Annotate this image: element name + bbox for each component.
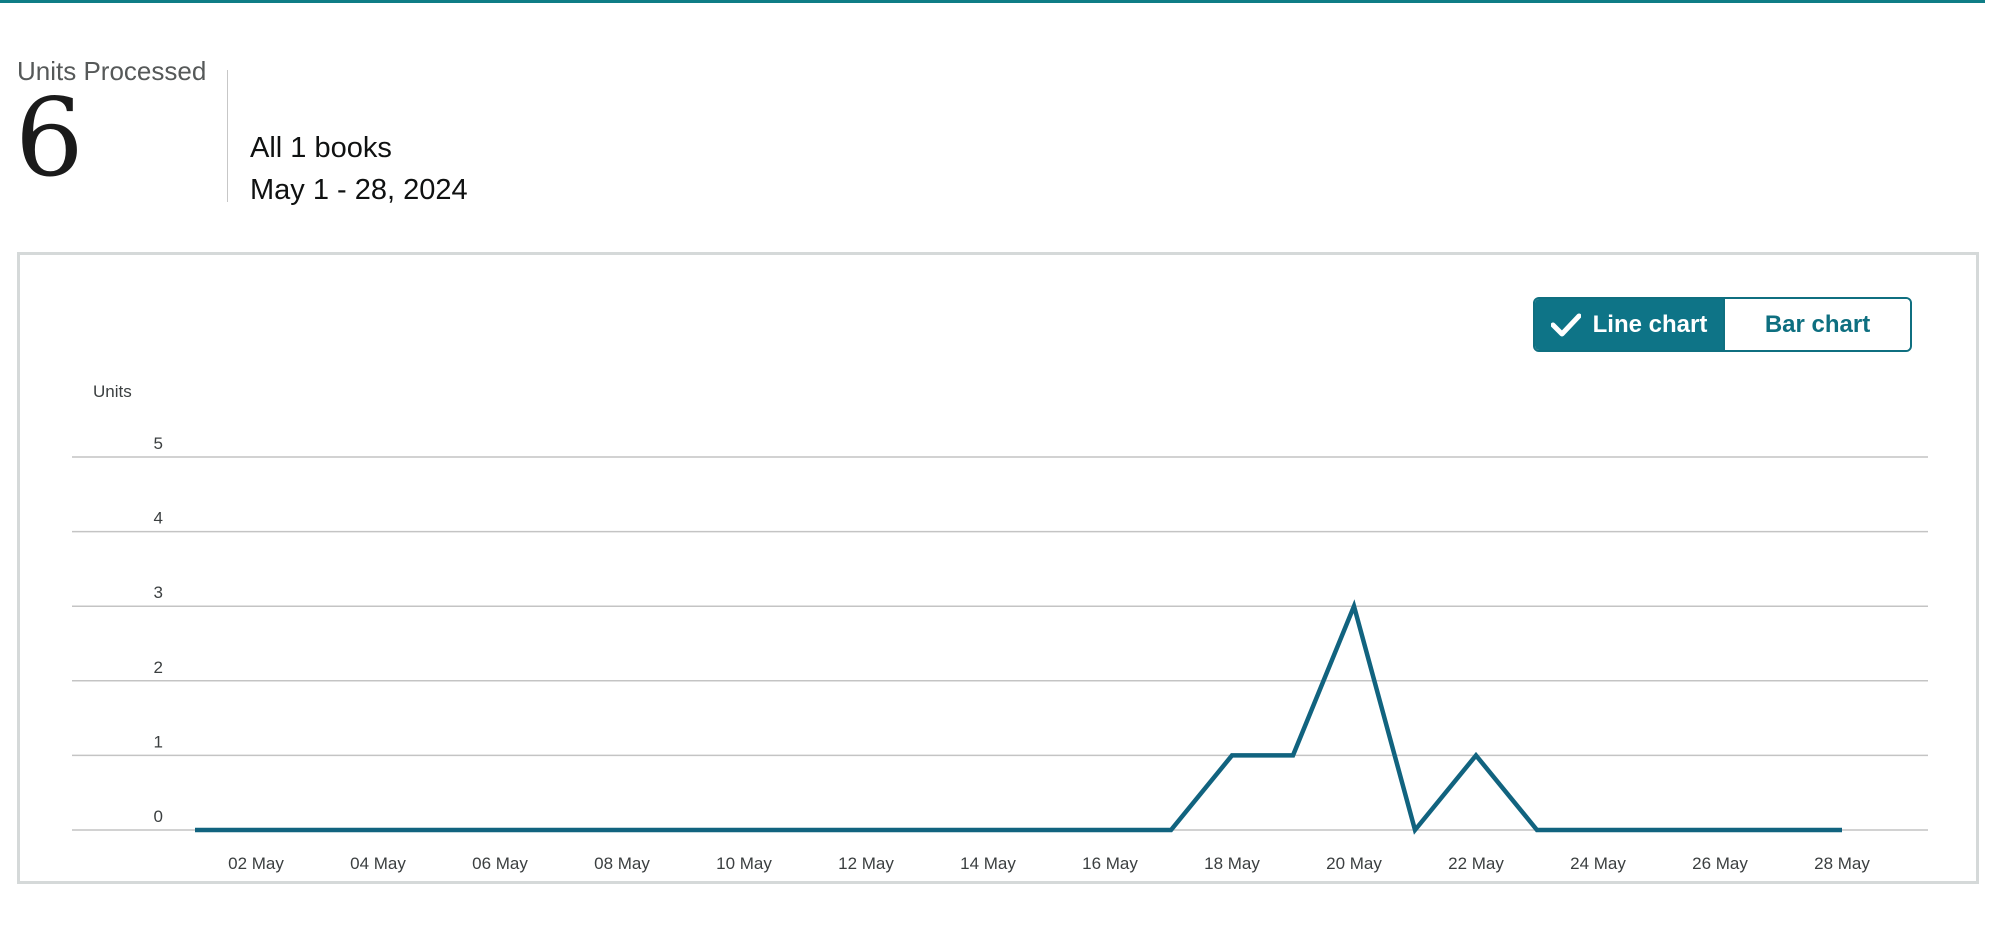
check-icon xyxy=(1550,313,1581,336)
summary-divider xyxy=(227,70,228,202)
top-accent-rule xyxy=(0,0,1985,3)
line-chart-button[interactable]: Line chart xyxy=(1535,299,1723,350)
chart-type-toggle: Line chart Bar chart xyxy=(1533,297,1912,352)
scope-info: All 1 books May 1 - 28, 2024 xyxy=(250,127,468,211)
books-scope: All 1 books xyxy=(250,132,392,164)
line-chart-label: Line chart xyxy=(1592,310,1708,338)
metric-label: Units Processed xyxy=(17,56,207,86)
units-summary: Units Processed 6 xyxy=(15,55,217,201)
bar-chart-label: Bar chart xyxy=(1764,310,1871,338)
bar-chart-button[interactable]: Bar chart xyxy=(1723,299,1910,350)
metric-value: 6 xyxy=(15,76,84,201)
date-range: May 1 - 28, 2024 xyxy=(250,174,468,206)
